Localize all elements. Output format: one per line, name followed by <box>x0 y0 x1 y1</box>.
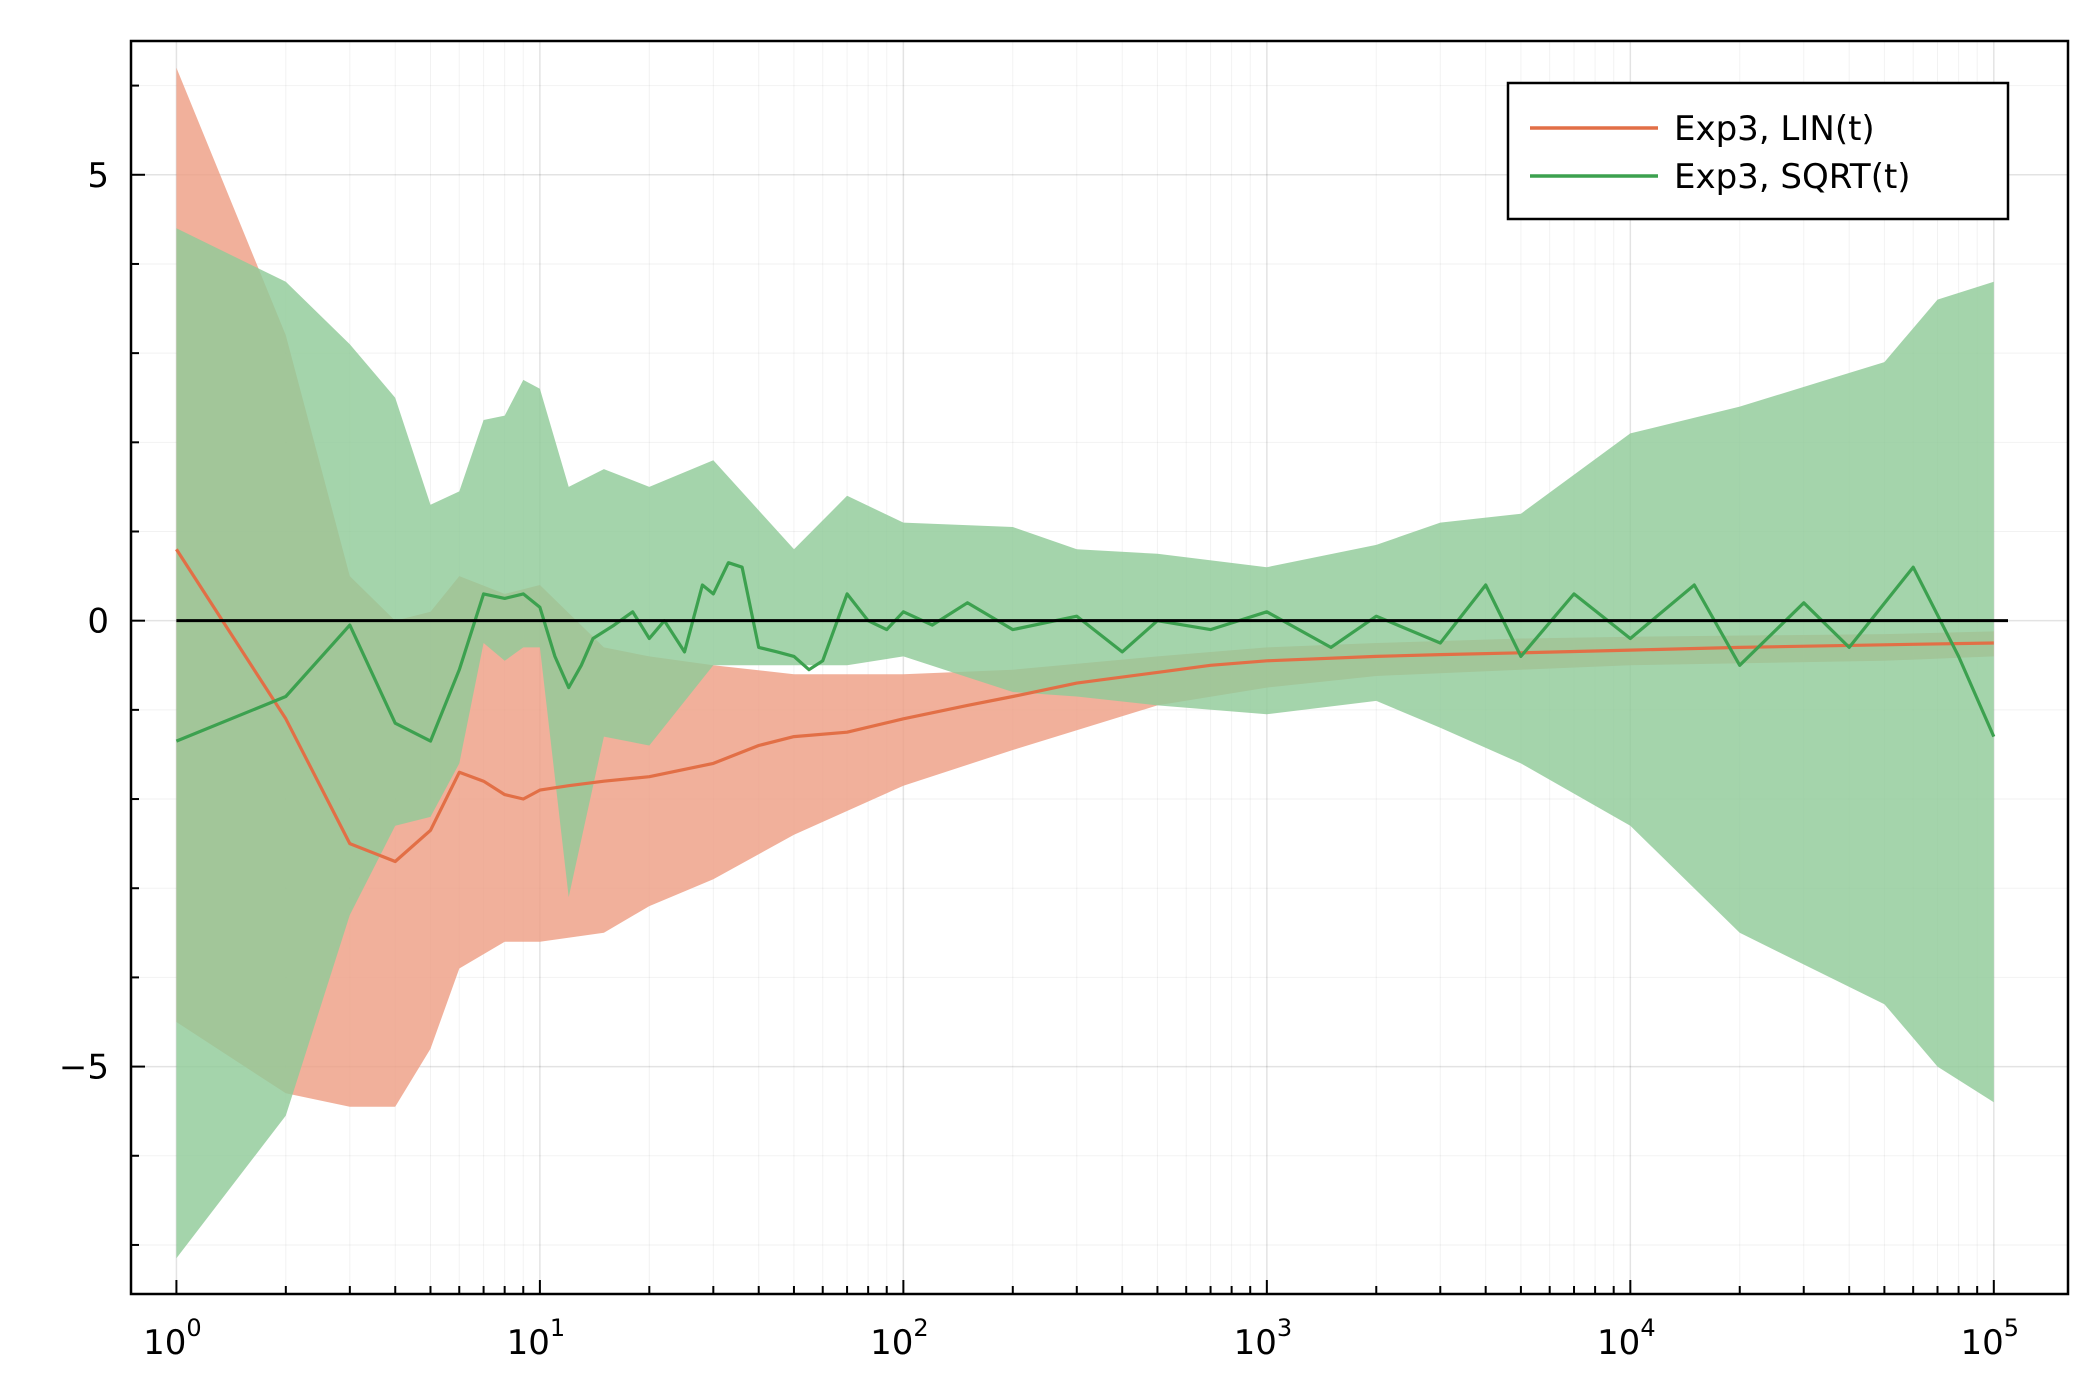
plot-frame <box>129 39 2070 1296</box>
x-tick-label: 102 <box>870 1314 929 1363</box>
legend-label-1: Exp3, LIN(t) <box>1674 109 1875 149</box>
line-series-1 <box>175 548 1994 864</box>
series-lines <box>175 548 1996 864</box>
y-tick-label: 5 <box>87 156 109 196</box>
confidence-bands <box>176 67 1994 1259</box>
axis-ticks: 100 101 102 103 104 105 5 0 −5 <box>59 84 2020 1363</box>
x-tick-label: 100 <box>143 1314 202 1363</box>
y-tick-label: 0 <box>87 602 109 642</box>
x-tick-label: 104 <box>1597 1314 1656 1363</box>
line-series-2 <box>175 561 1996 743</box>
band-series-2 <box>176 228 1994 1259</box>
band-series-1 <box>176 67 1994 1107</box>
y-tick-label: −5 <box>59 1048 109 1088</box>
legend-box <box>1506 81 2010 221</box>
x-tick-label: 103 <box>1234 1314 1293 1363</box>
x-tick-label: 101 <box>507 1314 566 1363</box>
x-tick-label: 105 <box>1961 1314 2020 1363</box>
legend: Exp3, LIN(t) Exp3, SQRT(t) <box>1506 81 2010 221</box>
legend-label-2: Exp3, SQRT(t) <box>1674 157 1911 197</box>
